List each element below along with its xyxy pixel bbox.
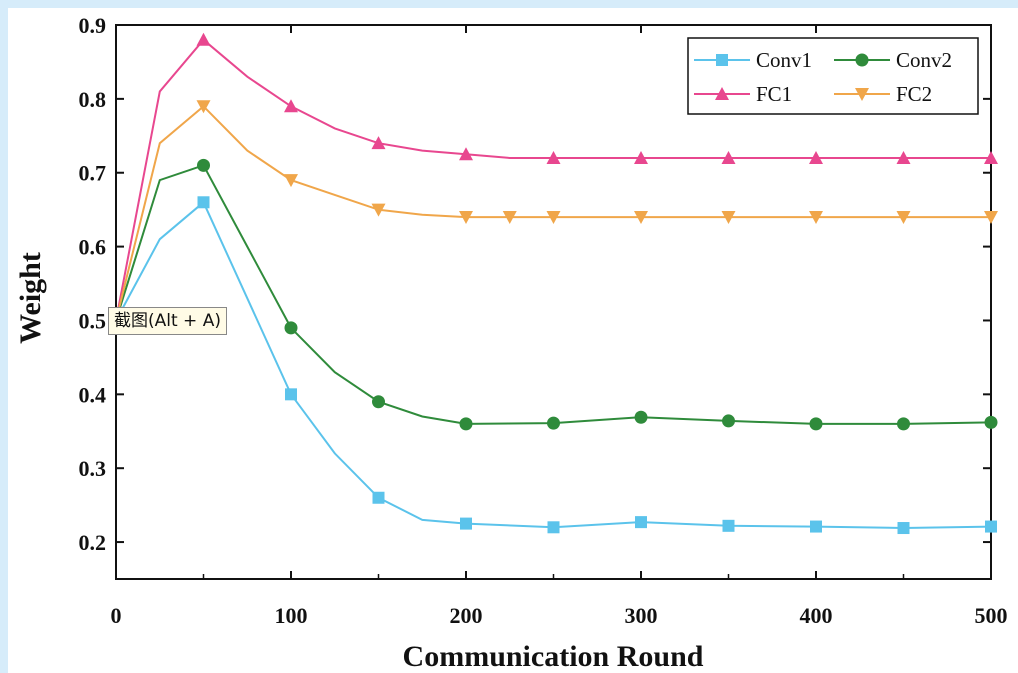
data-point bbox=[721, 211, 736, 225]
data-point bbox=[634, 150, 648, 164]
chart-frame: 0 100 200 300 400 500 0.2 0.3 0.4 0.5 0.6 0.7 0.8 0.9… bbox=[8, 8, 1018, 673]
series-conv2 bbox=[115, 158, 998, 431]
data-point bbox=[371, 136, 386, 150]
legend: Conv1 Conv2 FC1 FC2 bbox=[687, 37, 979, 115]
x-tick-label: 0 bbox=[111, 603, 122, 628]
y-tick-label: 0.2 bbox=[79, 530, 107, 555]
data-point bbox=[197, 196, 210, 209]
x-tick-label: 100 bbox=[275, 603, 308, 628]
y-tick-label: 0.8 bbox=[79, 87, 107, 112]
x-axis-title: Communication Round bbox=[403, 640, 704, 673]
y-tick-label: 0.7 bbox=[79, 161, 107, 186]
legend-marker bbox=[715, 87, 729, 100]
x-tick-label: 300 bbox=[625, 603, 658, 628]
y-tick-label: 0.4 bbox=[79, 382, 107, 407]
legend-entry: FC1 bbox=[694, 82, 792, 106]
data-point bbox=[897, 522, 910, 535]
legend-entry: Conv2 bbox=[834, 48, 952, 72]
data-point bbox=[196, 32, 211, 46]
data-point bbox=[985, 520, 997, 533]
y-tick-label: 0.6 bbox=[79, 235, 107, 260]
legend-marker bbox=[716, 54, 728, 66]
data-point bbox=[284, 174, 298, 188]
data-point bbox=[284, 99, 298, 113]
data-point bbox=[634, 211, 648, 225]
series-lines bbox=[115, 32, 998, 535]
data-point bbox=[546, 150, 561, 164]
legend-label: FC1 bbox=[756, 82, 792, 106]
series-fc1 bbox=[115, 32, 998, 321]
legend-box bbox=[687, 37, 979, 115]
data-point bbox=[460, 517, 472, 530]
series-fc2 bbox=[115, 100, 998, 321]
series-line bbox=[115, 200, 992, 530]
data-point bbox=[196, 100, 211, 114]
data-point bbox=[896, 150, 911, 164]
data-point bbox=[810, 520, 822, 533]
data-point bbox=[285, 388, 297, 401]
series-line bbox=[115, 164, 992, 425]
data-point bbox=[197, 158, 210, 172]
data-point bbox=[896, 211, 911, 225]
legend-entry: Conv1 bbox=[694, 48, 812, 72]
data-point bbox=[459, 147, 473, 161]
data-point bbox=[547, 521, 560, 534]
y-tick-label: 0.9 bbox=[79, 13, 107, 38]
data-point bbox=[547, 416, 560, 430]
x-tick-label: 200 bbox=[450, 603, 483, 628]
data-point bbox=[546, 211, 561, 225]
data-point bbox=[634, 410, 648, 424]
y-tick-label: 0.3 bbox=[79, 456, 107, 481]
data-point bbox=[284, 321, 298, 335]
x-tick-label: 400 bbox=[800, 603, 833, 628]
legend-marker bbox=[855, 53, 869, 67]
legend-label: Conv1 bbox=[756, 48, 812, 72]
data-point bbox=[809, 417, 823, 431]
data-point bbox=[502, 211, 517, 225]
data-point bbox=[722, 519, 735, 532]
data-point bbox=[897, 417, 910, 431]
axes: 0 100 200 300 400 500 0.2 0.3 0.4 0.5 0.6 0.7 0.8 0.9 bbox=[79, 13, 1008, 628]
y-axis-title: Weight bbox=[14, 252, 47, 344]
data-point bbox=[635, 516, 647, 529]
y-tick-label: 0.5 bbox=[79, 308, 107, 333]
data-point bbox=[809, 211, 823, 225]
screenshot-tooltip: 截图(Alt + A) bbox=[108, 307, 227, 335]
data-point bbox=[459, 211, 473, 225]
data-point bbox=[984, 211, 998, 225]
data-point bbox=[984, 415, 998, 429]
data-point bbox=[371, 203, 386, 217]
line-chart: 0 100 200 300 400 500 0.2 0.3 0.4 0.5 0.6 0.7 0.8 0.9… bbox=[14, 13, 1008, 673]
data-point bbox=[372, 491, 385, 504]
legend-entry: FC2 bbox=[834, 82, 932, 106]
legend-label: Conv2 bbox=[896, 48, 952, 72]
x-tick-label: 500 bbox=[975, 603, 1008, 628]
legend-marker bbox=[855, 88, 869, 101]
data-point bbox=[721, 150, 736, 164]
series-line bbox=[115, 104, 991, 321]
data-point bbox=[722, 414, 735, 428]
data-point bbox=[984, 150, 998, 164]
series-conv1 bbox=[115, 196, 997, 535]
data-point bbox=[372, 395, 385, 409]
legend-label: FC2 bbox=[896, 82, 932, 106]
data-point bbox=[459, 417, 473, 431]
data-point bbox=[809, 150, 823, 164]
series-line bbox=[115, 38, 991, 321]
